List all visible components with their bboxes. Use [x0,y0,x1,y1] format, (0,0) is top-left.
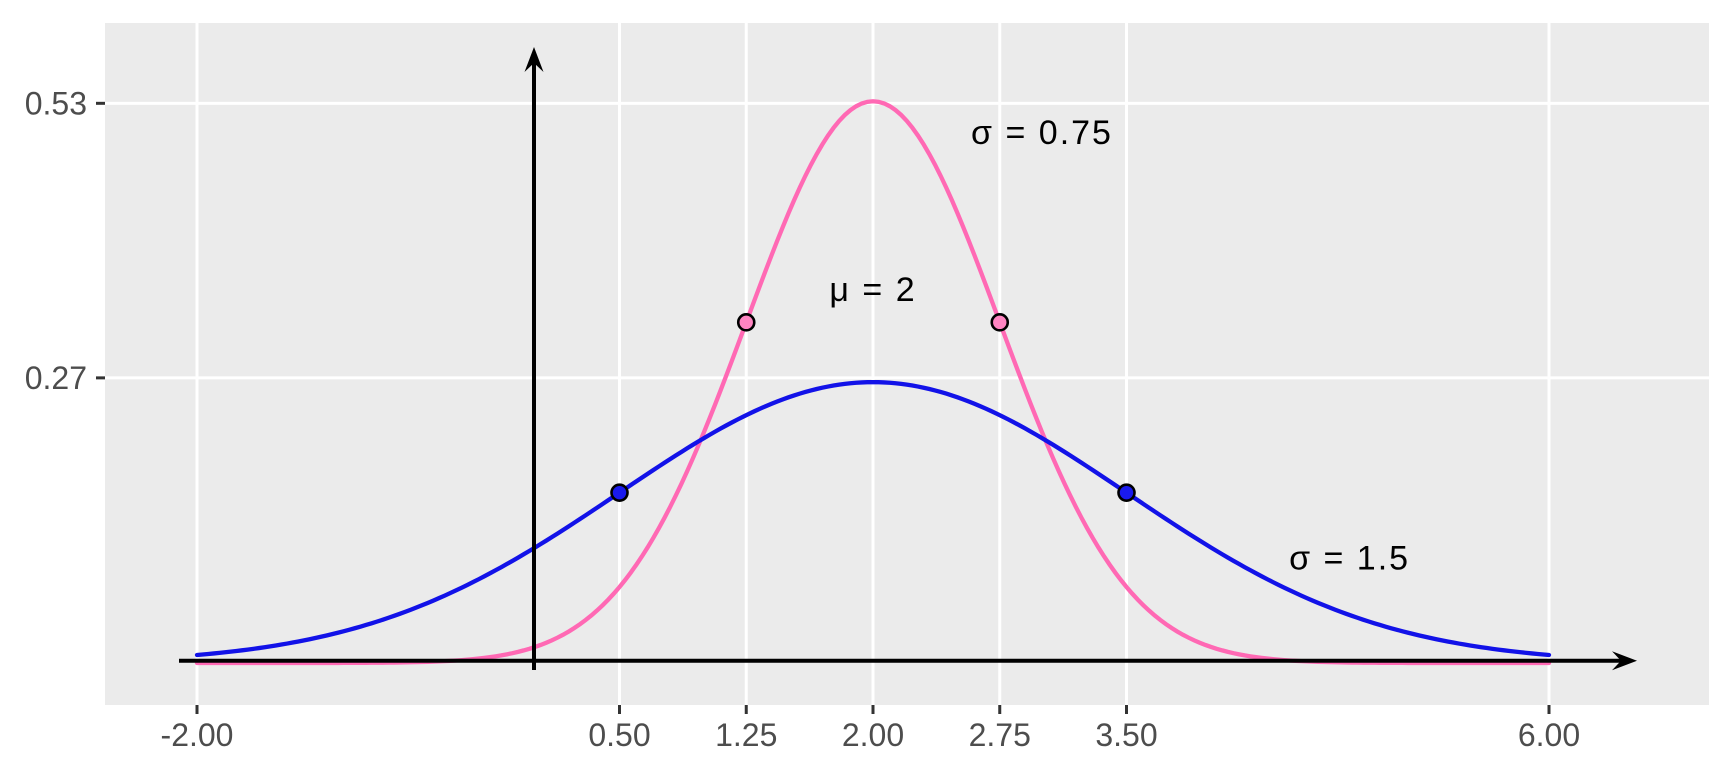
x-axis-arrowhead [1612,651,1637,671]
normal-pdf-sigma-1.5-point-x0.5 [610,483,629,502]
annotation-2: σ = 1.5 [1289,539,1410,577]
normal-pdf-sigma-0.75-point-x2.75 [990,313,1010,332]
normal-pdf-sigma-1.5 [194,379,1552,658]
panel-background-group [105,23,1709,705]
normal-pdf-sigma-0.75-point-x1.25 [736,313,756,332]
x-tick-label-6.00: 6.00 [1518,717,1580,753]
gridlines [105,23,1709,705]
blue-curve-group [194,379,1552,658]
x-tick-label-0.50: 0.50 [588,717,650,753]
axis-arrows [179,47,1637,671]
axis-tick-labels: -2.00 0.50 1.25 2.00 2.75 3.50 6.00 0.27 0.53 [25,85,1580,753]
panel-background [105,23,1709,705]
y-axis-arrowhead [524,47,544,72]
y-tick-label-0.53: 0.53 [25,85,87,121]
x-tick-label-2.00: 2.00 [842,717,904,753]
y-tick-label-0.27: 0.27 [25,360,87,396]
data-points [610,313,1136,502]
normal-pdf-sigma-1.5-point-x3.5 [1117,483,1136,502]
x-tick-label-3.50: 3.50 [1095,717,1157,753]
axis-ticks [96,101,1551,714]
annotation-1: μ = 2 [829,271,916,309]
x-tick-label-1.25: 1.25 [715,717,777,753]
x-tick-label--2.00: -2.00 [161,717,234,753]
x-tick-label-2.75: 2.75 [969,717,1031,753]
annotation-0: σ = 0.75 [971,114,1113,152]
annotation-labels: σ = 0.75 μ = 2 σ = 1.5 [829,114,1410,578]
